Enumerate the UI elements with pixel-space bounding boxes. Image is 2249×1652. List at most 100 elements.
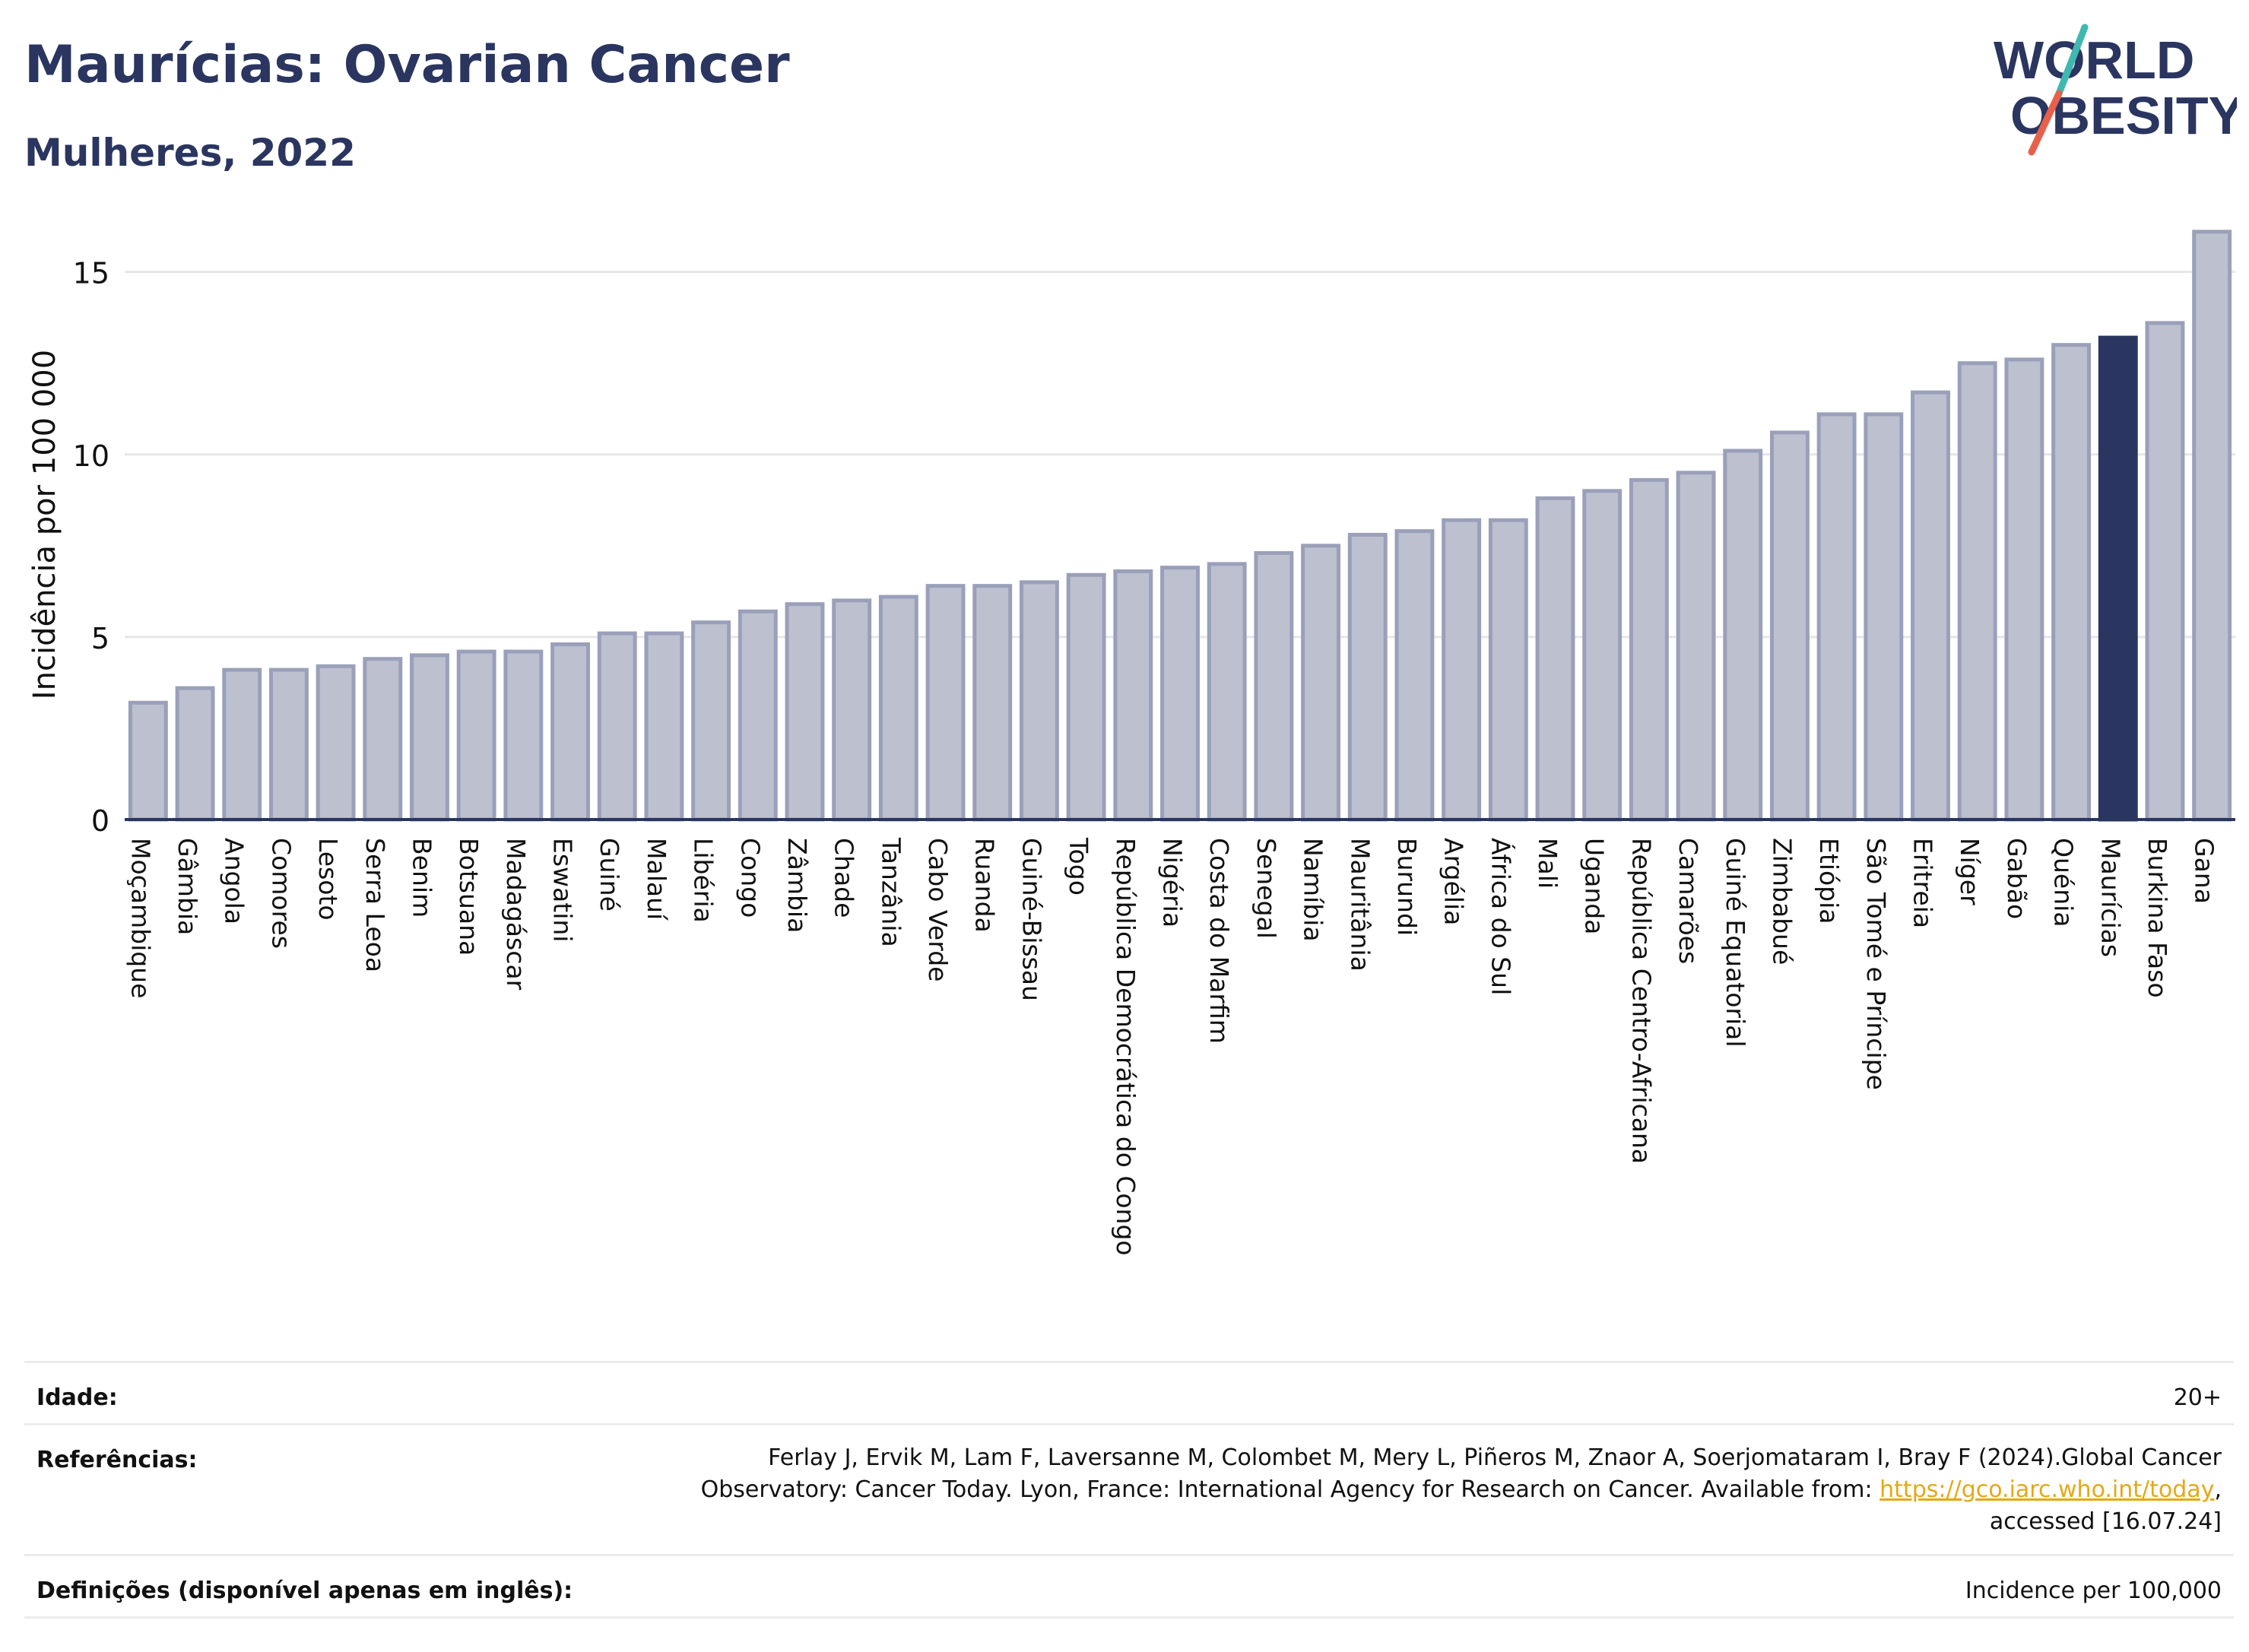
- x-tick-label: Guiné: [595, 838, 624, 912]
- x-tick-label: Costa do Marfim: [1204, 838, 1234, 1044]
- x-tick-label: Namíbia: [1299, 838, 1328, 942]
- bar-Congo: [738, 609, 778, 822]
- x-tick-label: Argélia: [1439, 838, 1469, 925]
- x-tick-label: Zâmbia: [782, 838, 812, 933]
- bar-Angola: [222, 667, 262, 822]
- x-tick-label: Gabão: [2002, 838, 2032, 919]
- bar-Argélia: [1442, 518, 1482, 822]
- references-line-2-text: Observatory: Cancer Today. Lyon, France:…: [700, 1476, 1880, 1503]
- x-tick-label: Níger: [1955, 838, 1984, 905]
- bar-Madagáscar: [503, 649, 544, 822]
- bar-Chade: [832, 598, 872, 822]
- x-tick-label: Comores: [266, 838, 296, 949]
- bar-Moçambique: [128, 700, 168, 822]
- x-tick-label: Togo: [1064, 837, 1093, 896]
- bar-Gâmbia: [175, 686, 215, 822]
- x-tick-label: Maurícias: [2095, 838, 2125, 957]
- logo-word-world: WORLD: [1994, 30, 2194, 90]
- bar-Mali: [1535, 496, 1575, 822]
- bar-Guiné: [597, 631, 637, 822]
- bar-Eritreia: [1911, 390, 1950, 822]
- bar-Quénia: [2051, 343, 2092, 822]
- bar-Etiópia: [1816, 412, 1857, 822]
- bar-Maurícias: [2098, 335, 2138, 822]
- definitions-value: Incidence per 100,000: [1965, 1577, 2222, 1604]
- bar-Tanzânia: [878, 595, 918, 822]
- bar-Burundi: [1394, 529, 1435, 822]
- x-tick-label: Mali: [1533, 838, 1562, 889]
- x-tick-label: Gana: [2190, 838, 2219, 904]
- x-tick-label: Eswatini: [548, 838, 578, 942]
- references-link[interactable]: https://gco.iarc.who.int/today: [1879, 1476, 2215, 1503]
- x-tick-label: Eritreia: [1908, 838, 1938, 928]
- world-obesity-logo: WORLD OBESITY: [1994, 24, 2237, 156]
- y-tick-label-5: 5: [91, 622, 109, 655]
- footer-divider: [24, 1616, 2234, 1619]
- y-tick-label-15: 15: [73, 257, 109, 290]
- x-tick-label: São Tomé e Príncipe: [1861, 838, 1891, 1090]
- x-tick-label: Tanzânia: [876, 837, 906, 947]
- x-tick-label: Malauí: [642, 838, 671, 921]
- bar-Cabo Verde: [925, 584, 966, 822]
- x-tick-label: Botsuana: [454, 838, 484, 956]
- bar-Gana: [2192, 230, 2232, 822]
- x-tick-label: Etiópia: [1814, 838, 1844, 924]
- bar-Ruanda: [972, 584, 1013, 822]
- footer-age-row: Idade: 20+: [24, 1361, 2234, 1424]
- bar-Guiné Equatorial: [1723, 449, 1763, 822]
- references-line-2-suffix: ,: [2214, 1476, 2222, 1503]
- x-tick-label: Uganda: [1580, 838, 1610, 934]
- bar-Guiné-Bissau: [1019, 580, 1059, 822]
- x-tick-label: Gâmbia: [173, 838, 202, 935]
- bar-Lesoto: [316, 664, 356, 822]
- bar-Namíbia: [1301, 544, 1341, 822]
- x-tick-label: Burundi: [1392, 838, 1422, 936]
- bar-Benim: [410, 653, 449, 822]
- references-label: Referências:: [36, 1447, 198, 1473]
- bar-Serra Leoa: [363, 657, 403, 822]
- bar-Senegal: [1254, 550, 1294, 822]
- bar-Nigéria: [1160, 566, 1200, 822]
- x-tick-label: Camarões: [1673, 838, 1703, 964]
- x-tick-label: Zimbabué: [1767, 838, 1797, 965]
- x-tick-label: África do Sul: [1486, 838, 1516, 995]
- x-tick-label: Libéria: [689, 838, 718, 923]
- x-tick-label: República Centro-Africana: [1626, 838, 1656, 1164]
- age-label: Idade:: [36, 1384, 118, 1411]
- bar-Zâmbia: [785, 602, 825, 822]
- definitions-label: Definições (disponível apenas em inglês)…: [36, 1577, 573, 1604]
- y-tick-label-0: 0: [91, 804, 109, 838]
- bars: [128, 230, 2232, 822]
- x-tick-label: Congo: [735, 838, 765, 918]
- x-tick-label: Nigéria: [1158, 838, 1188, 927]
- x-tick-label: Senegal: [1251, 838, 1281, 939]
- references-text: Ferlay J, Ervik M, Lam F, Laversanne M, …: [701, 1442, 2222, 1538]
- x-tick-label: Guiné-Bissau: [1017, 838, 1046, 1001]
- x-tick-label: Madagáscar: [501, 838, 531, 991]
- references-line-3: accessed [16.07.24]: [1989, 1508, 2222, 1535]
- bar-Comores: [268, 667, 309, 822]
- footer-references-row: Referências: Ferlay J, Ervik M, Lam F, L…: [24, 1423, 2234, 1555]
- footer-definitions-row: Definições (disponível apenas em inglês)…: [24, 1554, 2234, 1617]
- bar-República Democrática do Congo: [1113, 569, 1153, 822]
- bar-África do Sul: [1488, 518, 1528, 822]
- bar-Mauritânia: [1347, 532, 1388, 822]
- logo-slash-top: [2055, 24, 2089, 97]
- y-tick-label-10: 10: [73, 439, 109, 473]
- bar-chart: 0 5 10 15 Moçambique Gâmbia Angola Comores Lesot…: [27, 230, 2235, 1256]
- age-value: 20+: [2173, 1384, 2222, 1411]
- bar-Burkina Faso: [2145, 321, 2185, 822]
- bar-Zimbabué: [1770, 430, 1810, 822]
- x-tick-label: Angola: [220, 838, 249, 924]
- bar-Libéria: [691, 620, 731, 822]
- page-subtitle: Mulheres, 2022: [24, 131, 356, 175]
- x-tick-label: Ruanda: [970, 838, 1000, 933]
- bar-Costa do Marfim: [1207, 562, 1247, 822]
- axes: 0 5 10 15 Moçambique Gâmbia Angola Comores Lesot…: [73, 257, 2235, 1256]
- x-tick-label: Cabo Verde: [923, 838, 953, 981]
- bar-Malauí: [644, 631, 684, 822]
- references-line-2: Observatory: Cancer Today. Lyon, France:…: [701, 1474, 2222, 1506]
- y-axis-label: Incidência por 100 000: [27, 350, 62, 699]
- bar-Togo: [1066, 572, 1106, 822]
- x-tick-label: Burkina Faso: [2143, 838, 2172, 998]
